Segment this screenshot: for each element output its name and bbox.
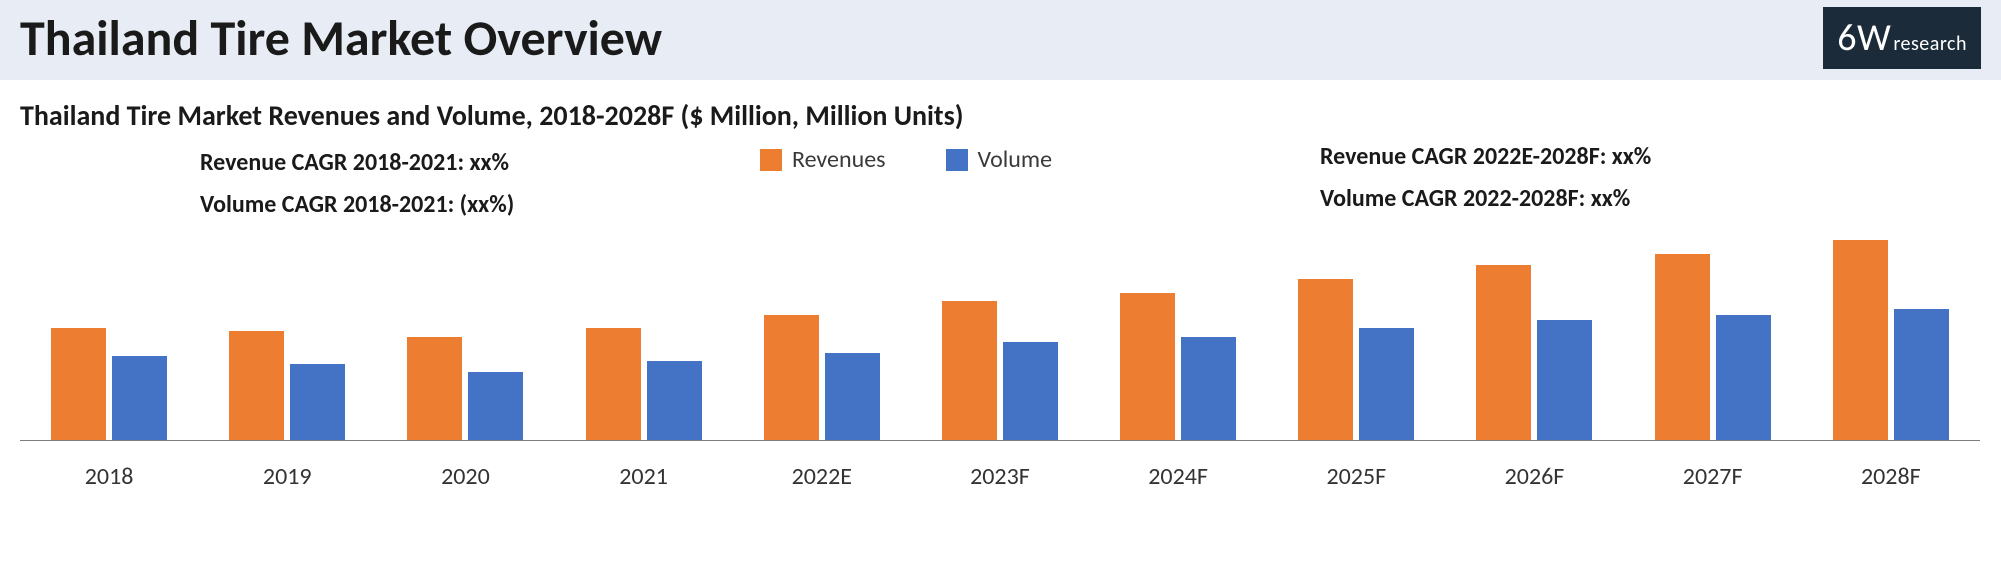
- bar-revenues: [1298, 279, 1353, 441]
- bar-volume: [1181, 337, 1236, 442]
- legend-label-revenues: Revenues: [792, 145, 886, 174]
- x-axis-label: 2018: [49, 462, 169, 491]
- bar-volume: [290, 364, 345, 441]
- bar-group: [1118, 293, 1238, 442]
- logo-6wresearch: 6Wresearch: [1823, 7, 1981, 69]
- bar-group: [227, 331, 347, 441]
- x-axis-labels: 2018 2019 2020 2021 2022E 2023F 2024F 2025F 2026…: [20, 462, 1980, 491]
- page-container: Thailand Tire Market Overview 6Wresearch…: [0, 0, 2001, 575]
- bar-volume: [468, 372, 523, 441]
- chart-baseline: [20, 440, 1980, 442]
- bar-revenues: [586, 328, 641, 441]
- x-axis-label: 2027F: [1653, 462, 1773, 491]
- x-axis-label: 2024F: [1118, 462, 1238, 491]
- bar-volume: [112, 356, 167, 441]
- bar-revenues: [1655, 254, 1710, 441]
- legend-label-volume: Volume: [978, 145, 1053, 174]
- bar-volume: [1003, 342, 1058, 441]
- bar-volume: [1359, 328, 1414, 441]
- legend-swatch-volume: [946, 149, 968, 171]
- bar-volume: [1894, 309, 1949, 441]
- chart-subtitle: Thailand Tire Market Revenues and Volume…: [0, 80, 2001, 141]
- x-axis-label: 2021: [584, 462, 704, 491]
- bar-revenues: [1833, 240, 1888, 441]
- legend-item-volume: Volume: [946, 145, 1053, 174]
- x-axis-label: 2023F: [940, 462, 1060, 491]
- x-axis-label: 2025F: [1296, 462, 1416, 491]
- bar-revenues: [407, 337, 462, 442]
- bar-revenues: [229, 331, 284, 441]
- bar-revenues: [1120, 293, 1175, 442]
- bar-group: [940, 301, 1060, 441]
- annotation-row: Revenue CAGR 2018-2021: xx% Volume CAGR …: [0, 141, 2001, 221]
- bar-group: [1296, 279, 1416, 441]
- bar-group: [1474, 265, 1594, 441]
- annot-revenue-cagr-historical: Revenue CAGR 2018-2021: xx%: [200, 141, 509, 184]
- bar-chart: 2018 2019 2020 2021 2022E 2023F 2024F 2025F 2026…: [20, 221, 1980, 491]
- bar-revenues: [942, 301, 997, 441]
- bar-group: [762, 315, 882, 442]
- legend-swatch-revenues: [760, 149, 782, 171]
- bar-volume: [1716, 315, 1771, 442]
- bar-group: [405, 337, 525, 442]
- bar-groups: [20, 221, 1980, 441]
- title-bar: Thailand Tire Market Overview 6Wresearch: [0, 0, 2001, 80]
- bar-volume: [1537, 320, 1592, 441]
- x-axis-label: 2026F: [1474, 462, 1594, 491]
- bar-group: [49, 328, 169, 441]
- annot-volume-cagr-forecast: Volume CAGR 2022-2028F: xx%: [1320, 177, 1630, 220]
- page-title: Thailand Tire Market Overview: [20, 8, 662, 69]
- bar-volume: [647, 361, 702, 441]
- legend: Revenues Volume: [760, 145, 1052, 174]
- annot-volume-cagr-historical: Volume CAGR 2018-2021: (xx%): [200, 183, 514, 226]
- x-axis-label: 2028F: [1831, 462, 1951, 491]
- legend-item-revenues: Revenues: [760, 145, 886, 174]
- annot-revenue-cagr-forecast: Revenue CAGR 2022E-2028F: xx%: [1320, 135, 1651, 178]
- bar-revenues: [764, 315, 819, 442]
- bar-revenues: [1476, 265, 1531, 441]
- bar-group: [584, 328, 704, 441]
- bar-volume: [825, 353, 880, 441]
- bar-revenues: [51, 328, 106, 441]
- x-axis-label: 2022E: [762, 462, 882, 491]
- bar-group: [1653, 254, 1773, 441]
- x-axis-label: 2019: [227, 462, 347, 491]
- logo-text-small: research: [1893, 32, 1967, 56]
- logo-text-big: 6W: [1837, 15, 1891, 61]
- x-axis-label: 2020: [405, 462, 525, 491]
- bar-group: [1831, 240, 1951, 441]
